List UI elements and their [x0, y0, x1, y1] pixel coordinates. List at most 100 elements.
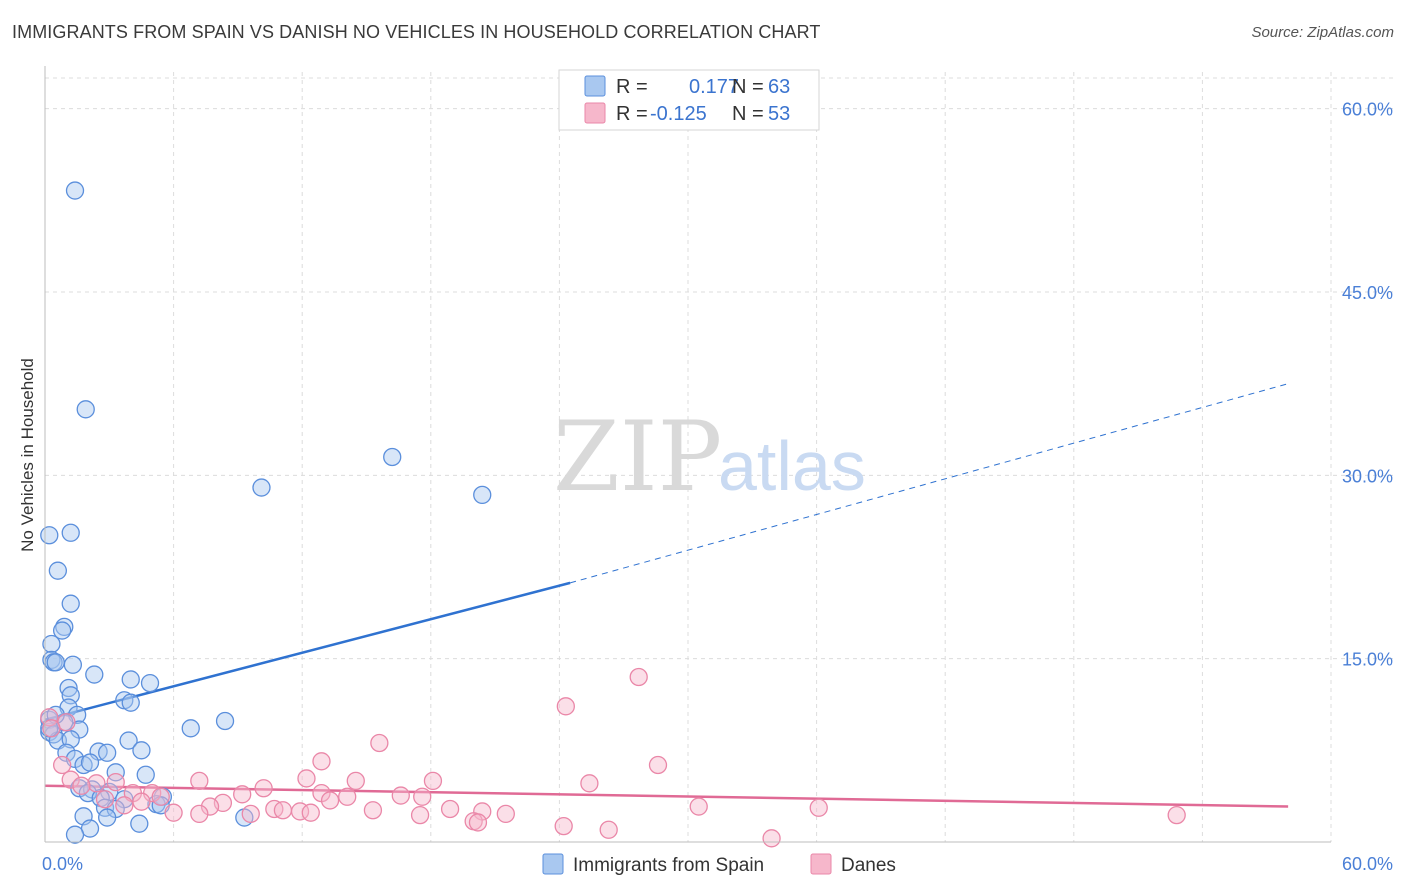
point-danes-42 [241, 804, 260, 824]
point-spain-11 [42, 634, 61, 654]
point-danes-6 [312, 752, 331, 771]
point-spain-42 [106, 763, 125, 782]
bottom-legend-label-pink: Danes [841, 855, 896, 876]
y-tick-label-1: 30.0% [1342, 466, 1393, 486]
point-danes-13 [87, 774, 106, 793]
data-points [40, 181, 1186, 848]
legend-r-label-pink: R = [616, 103, 648, 125]
point-danes-4 [42, 719, 61, 738]
point-danes-46 [410, 805, 430, 825]
point-danes-12 [423, 771, 443, 791]
tick-labels: 15.0% 30.0% 45.0% 60.0% 0.0% 60.0% [42, 100, 1393, 874]
legend-n-value-pink: 53 [768, 103, 790, 125]
point-spain-27 [215, 711, 235, 731]
point-danes-50 [599, 820, 618, 839]
point-spain-7 [48, 561, 68, 580]
watermark-atlas: atlas [718, 427, 866, 505]
point-spain-0 [65, 181, 85, 200]
point-danes-51 [762, 829, 781, 848]
point-danes-48 [468, 813, 488, 832]
point-danes-1 [556, 697, 575, 716]
point-spain-5 [61, 523, 80, 542]
legend-swatch-blue [584, 75, 606, 97]
legend-n-value-blue: 63 [768, 76, 790, 98]
legend: R = 0.177 N = 63 R = -0.125 N = 53 [558, 69, 820, 131]
legend-r-label-blue: R = [616, 76, 648, 98]
point-spain-22 [121, 693, 140, 712]
point-danes-29 [132, 792, 151, 811]
y-axis-label: No Vehicles in Household [18, 358, 37, 552]
legend-r-value-blue: 0.177 [689, 76, 739, 98]
point-spain-6 [40, 526, 59, 545]
point-danes-14 [580, 774, 599, 793]
point-danes-32 [200, 797, 220, 816]
x-tick-label-0: 0.0% [42, 854, 83, 874]
legend-n-label-blue: N = [732, 76, 764, 98]
point-danes-11 [346, 771, 365, 791]
point-danes-10 [297, 769, 316, 788]
point-danes-15 [72, 776, 91, 795]
point-spain-19 [59, 678, 78, 698]
point-danes-25 [391, 786, 410, 805]
point-danes-34 [273, 801, 293, 820]
point-spain-10 [52, 621, 72, 640]
y-tick-label-2: 45.0% [1342, 283, 1393, 303]
point-spain-60 [65, 825, 85, 844]
point-spain-38 [132, 741, 151, 760]
point-spain-2 [383, 447, 402, 467]
y-tick-label-0: 15.0% [1342, 650, 1393, 670]
point-spain-56 [98, 808, 117, 827]
x-tick-label-1: 60.0% [1342, 854, 1393, 874]
y-tick-label-3: 60.0% [1342, 100, 1393, 120]
point-spain-28 [181, 719, 200, 738]
chart-title: IMMIGRANTS FROM SPAIN VS DANISH NO VEHIC… [12, 22, 821, 42]
point-danes-28 [320, 791, 340, 810]
point-danes-44 [190, 804, 209, 824]
point-danes-45 [496, 804, 515, 824]
point-spain-3 [252, 478, 271, 497]
point-danes-26 [413, 787, 432, 806]
legend-r-value-pink: -0.125 [650, 103, 707, 125]
point-spain-33 [61, 730, 80, 749]
point-danes-22 [233, 785, 252, 804]
point-spain-15 [63, 655, 83, 674]
bottom-legend-label-blue: Immigrants from Spain [573, 855, 764, 876]
point-danes-5 [370, 733, 389, 753]
bottom-legend-swatch-blue [542, 853, 564, 875]
point-danes-37 [440, 799, 460, 819]
point-danes-8 [648, 755, 668, 775]
point-danes-0 [629, 667, 648, 687]
source-label: Source: ZipAtlas.com [1251, 24, 1394, 41]
axes [44, 66, 1331, 843]
point-danes-43 [301, 803, 320, 822]
trend-line-spain-dashed [569, 383, 1289, 584]
watermark-zip: ZIP [553, 401, 722, 513]
point-danes-40 [809, 798, 828, 817]
point-spain-17 [121, 670, 140, 689]
point-spain-16 [85, 665, 104, 684]
legend-swatch-pink [584, 102, 606, 124]
point-danes-41 [164, 803, 183, 822]
point-danes-36 [363, 801, 383, 820]
point-spain-37 [98, 743, 117, 762]
point-danes-31 [115, 796, 134, 815]
point-danes-39 [689, 797, 708, 816]
point-spain-34 [119, 731, 138, 750]
point-spain-14 [46, 653, 65, 672]
legend-n-label-pink: N = [732, 103, 764, 125]
point-spain-8 [61, 594, 80, 613]
bottom-legend: Immigrants from Spain Danes [542, 853, 896, 876]
point-spain-43 [136, 765, 155, 784]
point-danes-52 [1167, 805, 1186, 825]
point-danes-7 [52, 755, 72, 775]
point-danes-27 [95, 790, 115, 809]
watermark: ZIP atlas [553, 401, 866, 513]
point-spain-4 [473, 485, 492, 505]
point-spain-41 [80, 753, 100, 772]
point-danes-49 [554, 816, 573, 836]
grid-lines [45, 72, 1395, 842]
point-danes-21 [151, 787, 170, 806]
point-spain-58 [130, 814, 149, 833]
bottom-legend-swatch-pink [810, 853, 832, 875]
